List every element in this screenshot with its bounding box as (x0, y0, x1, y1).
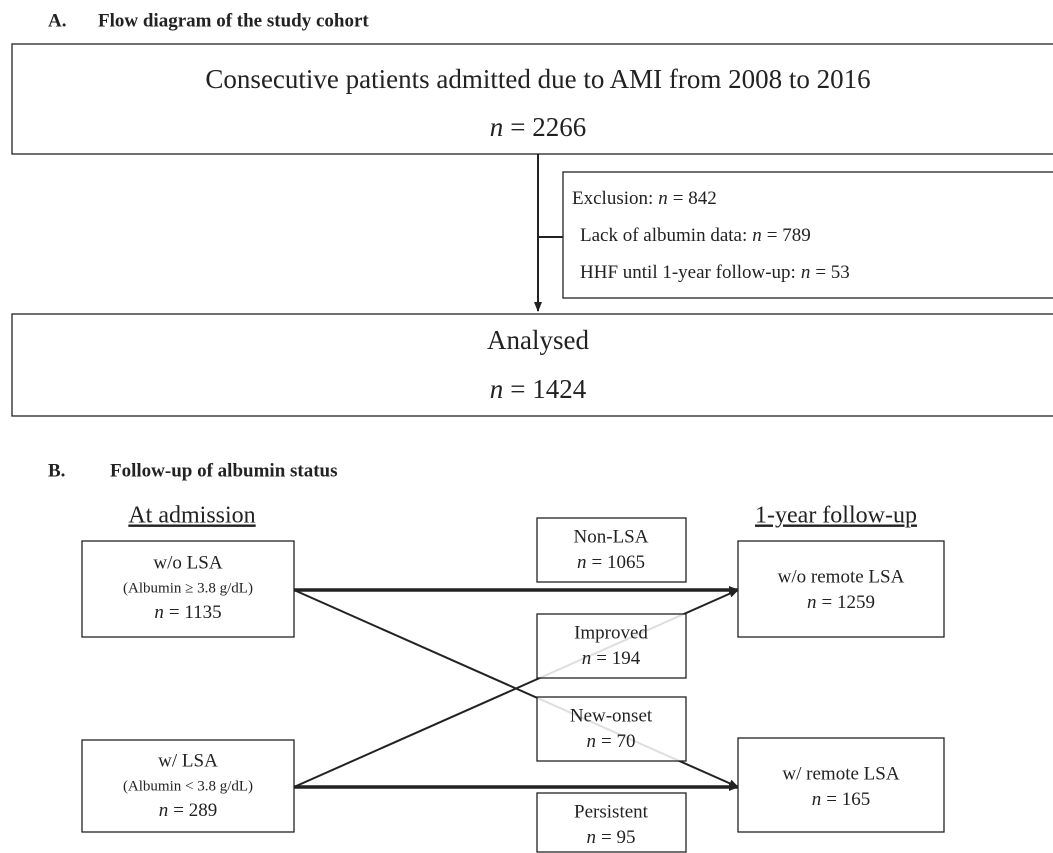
transition-name: Improved (574, 622, 648, 643)
transition-name: New-onset (570, 705, 653, 726)
group-name: w/ remote LSA (782, 763, 899, 784)
follow-up-box (737, 540, 945, 638)
group-count: n = 165 (812, 789, 870, 810)
enrolled-box (11, 43, 1053, 155)
group-criterion: (Albumin ≥ 3.8 g/dL) (123, 580, 253, 596)
transition-box (536, 613, 687, 679)
group-name: w/o LSA (153, 552, 222, 573)
transition-count: n = 70 (587, 731, 636, 752)
admission-box (81, 540, 295, 638)
count-value: = 95 (601, 827, 635, 848)
exclusion-reason: Lack of albumin data: n = 789 (580, 225, 811, 246)
follow-up-box (737, 737, 945, 833)
count-symbol: n (577, 552, 587, 573)
section-title: Follow-up of albumin status (110, 460, 338, 481)
group-name: w/ LSA (158, 750, 218, 771)
group-count: n = 1259 (807, 592, 875, 613)
transition-name: Non-LSA (574, 526, 649, 547)
section-label: A. (48, 10, 66, 31)
transition-box (536, 792, 687, 853)
group-criterion: (Albumin < 3.8 g/dL) (123, 778, 253, 794)
exclusion-total: Exclusion: n = 842 (572, 188, 717, 209)
analysed-text: Analysed (487, 325, 589, 355)
transition-box (536, 517, 687, 583)
count-value: = 70 (601, 731, 635, 752)
count-symbol: n (582, 648, 592, 669)
column-heading: At admission (128, 503, 255, 529)
count-value: = 194 (596, 648, 640, 669)
admission-box (81, 739, 295, 833)
group-count: n = 289 (159, 800, 217, 821)
group-count: n = 1135 (154, 602, 221, 623)
analysed-count: n = 1424 (490, 374, 587, 404)
count-symbol: n (587, 827, 597, 848)
section-label: B. (48, 460, 65, 481)
count-value: = 1065 (592, 552, 645, 573)
count-symbol: n (587, 731, 597, 752)
section-title: Flow diagram of the study cohort (98, 10, 369, 31)
transition-box (536, 696, 687, 762)
enrolled-count: n = 2266 (490, 112, 586, 142)
enrolled-text: Consecutive patients admitted due to AMI… (205, 64, 870, 94)
transition-name: Persistent (574, 801, 649, 822)
transition-count: n = 1065 (577, 552, 645, 573)
column-heading: 1-year follow-up (755, 503, 917, 529)
analysed-box (11, 313, 1053, 417)
exclusion-box (562, 171, 1053, 299)
transition-count: n = 95 (587, 827, 636, 848)
transition-count: n = 194 (582, 648, 641, 669)
exclusion-reason: HHF until 1-year follow-up: n = 53 (580, 262, 850, 283)
group-name: w/o remote LSA (778, 566, 905, 587)
